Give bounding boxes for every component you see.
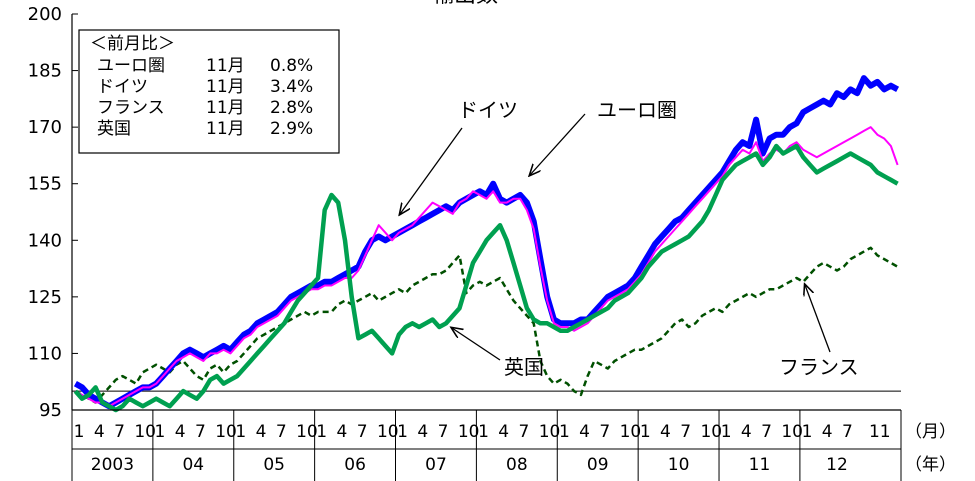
series-line-france — [74, 246, 899, 404]
series-line-euro — [73, 75, 900, 410]
x-year-label: 09 — [587, 455, 609, 475]
x-month-label: 1 — [397, 422, 408, 442]
x-month-label: 1 — [316, 422, 327, 442]
x-month-label: 4 — [417, 422, 428, 442]
annotation-arrow-euro — [530, 113, 586, 175]
y-tick-label: 185 — [28, 61, 62, 82]
x-year-label: 04 — [182, 455, 204, 475]
x-month-label: 1 — [802, 422, 813, 442]
x-month-label: 4 — [822, 422, 833, 442]
legend-row-month: 11月 — [206, 98, 245, 118]
legend-row-name: ドイツ — [97, 77, 148, 97]
x-year-label: 12 — [826, 455, 848, 475]
x-month-label: 4 — [175, 422, 186, 442]
annotation-arrow-france — [805, 285, 831, 353]
x-year-label: 11 — [749, 455, 771, 475]
x-month-label: 7 — [438, 422, 449, 442]
x-month-label: 7 — [519, 422, 530, 442]
y-tick-label: 155 — [28, 174, 62, 195]
x-month-label: 4 — [94, 422, 105, 442]
x-month-label: 7 — [761, 422, 772, 442]
x-month-label: 10 — [296, 422, 318, 442]
series-line-germany — [74, 126, 899, 408]
x-year-label: 08 — [506, 455, 528, 475]
x-month-label: 1 — [155, 422, 166, 442]
legend-row-month: 11月 — [206, 77, 245, 97]
x-month-label: 1 — [721, 422, 732, 442]
x-month-label: 4 — [337, 422, 348, 442]
x-month-label: 4 — [256, 422, 267, 442]
x-month-label: 10 — [377, 422, 399, 442]
x-month-label: 1 — [478, 422, 489, 442]
y-tick-label: 95 — [39, 400, 62, 421]
y-axis: 95 110 125 140 155 170 185 200 — [28, 4, 78, 421]
annotation-label-euro: ユーロ圏 — [597, 98, 677, 122]
x-month-label: 7 — [114, 422, 125, 442]
x-month-label: 7 — [195, 422, 206, 442]
legend-row-name: ユーロ圏 — [97, 56, 165, 76]
x-year-label: 05 — [263, 455, 285, 475]
legend-row-month: 11月 — [206, 56, 245, 76]
x-month-label: 4 — [660, 422, 671, 442]
legend-title: ＜前月比＞ — [90, 34, 175, 54]
annotation-label-france: フランス — [779, 355, 859, 379]
x-month-label: 10 — [781, 422, 803, 442]
plot-area — [72, 75, 901, 413]
x-month-label: 1 — [640, 422, 651, 442]
annotation-label-uk: 英国 — [504, 355, 544, 379]
x-month-label: 4 — [498, 422, 509, 442]
x-unit-month: （月） — [905, 422, 956, 442]
x-month-label: 7 — [680, 422, 691, 442]
x-year-label: 2003 — [91, 455, 134, 475]
x-month-label: 10 — [620, 422, 642, 442]
x-month-label: 11 — [869, 422, 891, 442]
x-month-label: 4 — [741, 422, 752, 442]
x-month-label: 7 — [276, 422, 287, 442]
x-month-label: 10 — [700, 422, 722, 442]
legend-row-value: 3.4% — [270, 77, 313, 97]
x-year-label: 07 — [425, 455, 447, 475]
x-month-label: 10 — [458, 422, 480, 442]
x-month-label: 1 — [235, 422, 246, 442]
legend-box — [78, 29, 340, 154]
x-month-label: 10 — [215, 422, 237, 442]
x-month-label: 7 — [842, 422, 853, 442]
legend-row-name: 英国 — [97, 119, 131, 139]
legend-row-month: 11月 — [206, 119, 245, 139]
y-tick-label: 170 — [28, 117, 62, 138]
annotation-label-germany: ドイツ — [458, 98, 518, 122]
annotation-arrow-germany — [400, 127, 463, 214]
x-month-label: 1 — [74, 422, 85, 442]
x-month-label: 10 — [134, 422, 156, 442]
series-line-uk — [73, 143, 899, 413]
x-year-label: 10 — [668, 455, 690, 475]
annotation-arrow-uk — [452, 328, 501, 361]
x-month-label: 7 — [599, 422, 610, 442]
legend-row-name: フランス — [97, 98, 165, 118]
x-year-label: 06 — [344, 455, 366, 475]
x-month-label: 1 — [559, 422, 570, 442]
y-tick-label: 200 — [28, 4, 62, 25]
legend: ＜前月比＞ ユーロ圏 11月 0.8% ドイツ 11月 3.4% フランス 11月 2.8% 英国… — [78, 29, 340, 154]
x-month-label: 7 — [357, 422, 368, 442]
y-tick-label: 140 — [28, 230, 62, 251]
x-month-label: 4 — [579, 422, 590, 442]
legend-row-value: 2.8% — [270, 98, 313, 118]
legend-row-value: 2.9% — [270, 119, 313, 139]
y-tick-label: 110 — [28, 343, 62, 364]
y-tick-label: 125 — [28, 287, 62, 308]
header-title: 輸出数 — [432, 0, 498, 8]
legend-row-value: 0.8% — [270, 56, 313, 76]
x-month-label: 10 — [539, 422, 561, 442]
x-unit-year: （年） — [905, 455, 956, 475]
